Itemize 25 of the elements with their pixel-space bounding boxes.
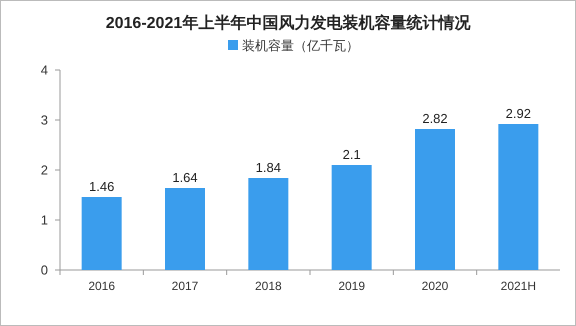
bar xyxy=(165,188,205,270)
bar xyxy=(498,124,538,270)
data-label: 2.82 xyxy=(422,111,448,126)
bar xyxy=(332,165,372,270)
x-tick-label: 2021H xyxy=(500,279,536,293)
y-tick-label: 2 xyxy=(40,162,48,178)
y-tick-label: 0 xyxy=(40,262,48,278)
data-label: 2.1 xyxy=(342,147,361,162)
data-label: 1.46 xyxy=(89,179,114,194)
data-label: 2.92 xyxy=(506,106,531,121)
bar xyxy=(248,178,288,270)
x-tick-label: 2017 xyxy=(172,279,199,293)
legend-label: 装机容量（亿千瓦） xyxy=(242,38,359,53)
x-tick-label: 2016 xyxy=(88,279,116,293)
y-tick-label: 3 xyxy=(40,112,48,128)
x-tick-label: 2018 xyxy=(254,279,282,293)
bar xyxy=(82,197,122,270)
chart-title: 2016-2021年上半年中国风力发电装机容量统计情况 xyxy=(106,13,472,32)
data-label: 1.64 xyxy=(172,170,198,185)
bar xyxy=(415,129,455,270)
x-tick-label: 2020 xyxy=(422,279,449,293)
data-label: 1.84 xyxy=(256,160,281,175)
y-tick-label: 4 xyxy=(40,62,48,78)
x-tick-label: 2019 xyxy=(338,279,366,293)
y-tick-label: 1 xyxy=(40,212,48,228)
